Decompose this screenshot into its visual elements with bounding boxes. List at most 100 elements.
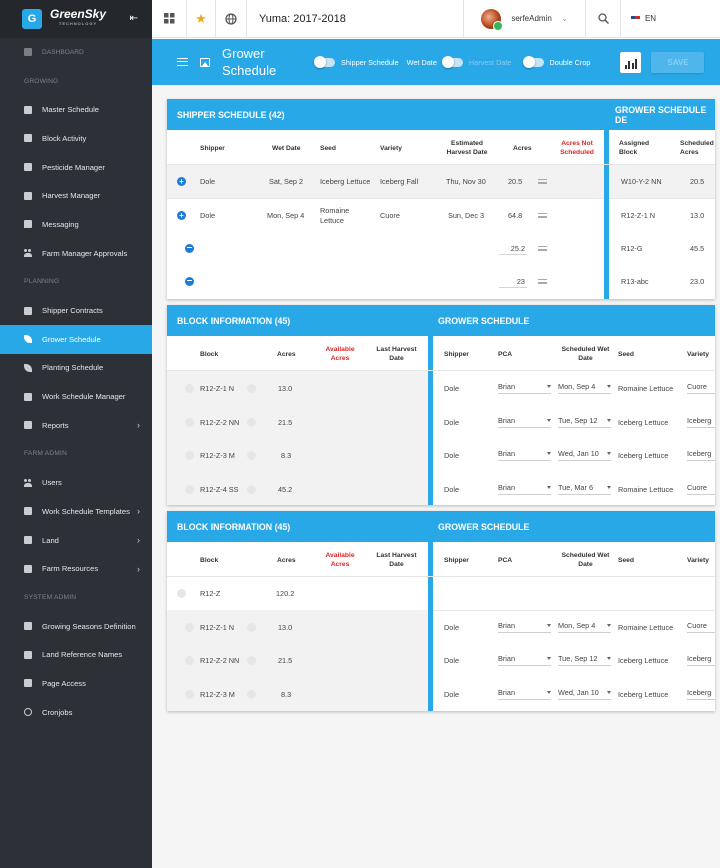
sidebar-item-master-schedule[interactable]: Master Schedule [0,95,152,124]
add-block-button[interactable]: + [177,177,186,186]
sidebar-item-growing-seasons-definition[interactable]: Growing Seasons Definition [0,612,152,641]
expand-button[interactable] [185,623,194,632]
expand-button[interactable] [177,589,186,598]
add-to-schedule-button[interactable] [247,485,256,494]
sidebar-item-land-reference-names[interactable]: Land Reference Names [0,640,152,669]
sidebar-item-planting-schedule[interactable]: Planting Schedule [0,354,152,383]
sidebar-item-harvest-manager[interactable]: Harvest Manager [0,181,152,210]
pca-select[interactable]: Brian [498,687,551,700]
language-selector[interactable]: EN [621,0,666,38]
logo-icon[interactable]: G [22,9,42,29]
wet-date-select[interactable]: Tue, Mar 6 [558,482,611,495]
expand-button[interactable] [185,384,194,393]
save-button[interactable]: SAVE [651,51,705,73]
sidebar-item-grower-schedule[interactable]: Grower Schedule [0,324,152,354]
clock-icon [24,708,32,717]
wet-date-select[interactable]: Mon, Sep 4 [558,381,611,394]
wet-date-select[interactable]: Mon, Sep 4 [558,620,611,633]
sidebar-item-work-schedule-manager[interactable]: Work Schedule Manager [0,382,152,411]
expand-button[interactable] [185,485,194,494]
search-icon[interactable] [586,0,621,38]
sidebar-item-farm-resources[interactable]: Farm Resources › [0,554,152,583]
pca-select[interactable]: Brian [498,482,551,495]
pca-select[interactable]: Brian [498,620,551,633]
sidebar-item-pesticide-manager[interactable]: Pesticide Manager [0,153,152,182]
sidebar-item-cronjobs[interactable]: Cronjobs [0,698,152,727]
acres-input[interactable]: 25.2 [499,244,527,255]
sidebar-item-users[interactable]: Users [0,468,152,497]
expand-button[interactable] [185,690,194,699]
acres-input[interactable]: 23 [499,277,527,288]
cell-seed: Iceberg Lettuce [618,451,669,460]
star-icon[interactable]: ★ [195,10,207,26]
variety-select[interactable]: Cuore [687,482,715,495]
remove-block-button[interactable]: – [185,275,194,286]
pca-select[interactable]: Brian [498,415,551,428]
user-menu[interactable]: serfeAdmin ⌄ [463,0,586,38]
shipper-schedule-header: SHIPPER SCHEDULE (42) GROWER SCHEDULE DE [167,99,715,130]
wet-harvest-date-toggle[interactable] [441,56,463,68]
shipper-schedule-toggle[interactable] [314,56,335,68]
sidebar-item-work-schedule-templates[interactable]: Work Schedule Templates › [0,497,152,526]
globe-icon[interactable] [215,0,247,38]
collapse-sidebar-icon[interactable]: ⇤ [129,13,138,24]
col-header-variety: Variety [687,351,709,358]
sidebar-item-shipper-contracts[interactable]: Shipper Contracts [0,296,152,325]
variety-select[interactable]: Iceberg [687,448,715,461]
pca-select[interactable]: Brian [498,448,551,461]
variety-select[interactable]: Cuore [687,620,715,633]
calendar-icon [24,163,32,172]
sidebar-item-dashboard[interactable]: DASHBOARD [0,38,152,67]
expand-button[interactable] [185,418,194,427]
remove-block-button[interactable]: – [185,242,194,253]
variety-select[interactable]: Cuore [687,381,715,394]
wet-date-select[interactable]: Wed, Jan 10 [558,448,611,461]
message-icon [24,220,32,229]
block-information-panel: BLOCK INFORMATION (45) GROWER SCHEDULE B… [167,305,715,505]
menu-icon[interactable] [177,58,188,66]
sidebar-item-block-activity[interactable]: Block Activity [0,124,152,153]
add-to-schedule-button[interactable] [247,418,256,427]
add-to-schedule-button[interactable] [247,690,256,699]
add-to-schedule-button[interactable] [247,656,256,665]
expand-button[interactable] [185,451,194,460]
col-header-available-acres: Available Acres [325,346,355,362]
drag-handle-icon[interactable] [538,246,547,251]
variety-select[interactable]: Iceberg [687,653,715,666]
cell-harvest-date: Sun, Dec 3 [448,211,485,220]
sidebar-item-reports[interactable]: Reports › [0,411,152,440]
add-to-schedule-button[interactable] [247,451,256,460]
calendar-icon [24,392,32,401]
pca-select[interactable]: Brian [498,653,551,666]
add-to-schedule-button[interactable] [247,623,256,632]
wet-date-select[interactable]: Tue, Sep 12 [558,653,611,666]
drag-handle-icon[interactable] [538,179,547,184]
drag-handle-icon[interactable] [538,279,547,284]
drag-handle-icon[interactable] [538,213,547,218]
sidebar-item-page-access[interactable]: Page Access [0,669,152,698]
variety-select[interactable]: Iceberg [687,415,715,428]
sidebar-item-land[interactable]: Land › [0,526,152,555]
pca-select[interactable]: Brian [498,381,551,394]
cell-acres: 45.2 [278,485,293,494]
sidebar-item-label: Land Reference Names [42,650,123,660]
sidebar-item-label: Master Schedule [42,105,99,115]
chart-bar-icon [628,60,631,69]
chart-button[interactable] [620,51,642,73]
add-block-button[interactable]: + [177,211,186,220]
double-crop-toggle[interactable] [522,56,544,68]
sidebar-item-label: Grower Schedule [42,334,101,344]
top-bar: ★ Yuma: 2017-2018 serfeAdmin ⌄ EN [152,0,720,38]
variety-select[interactable]: Iceberg [687,687,715,700]
wet-date-select[interactable]: Tue, Sep 12 [558,415,611,428]
apps-grid-icon[interactable] [152,0,187,38]
panel-title: SHIPPER SCHEDULE (42) [177,109,285,120]
add-to-schedule-button[interactable] [247,384,256,393]
sidebar-item-messaging[interactable]: Messaging [0,210,152,239]
cell-harvest-date: Thu, Nov 30 [446,177,486,186]
wet-date-select[interactable]: Wed, Jan 10 [558,687,611,700]
sidebar-item-label: Land [42,535,59,545]
content-area: SHIPPER SCHEDULE (42) GROWER SCHEDULE DE… [152,85,720,868]
expand-button[interactable] [185,656,194,665]
sidebar-item-farm-manager-approvals[interactable]: Farm Manager Approvals [0,239,152,268]
